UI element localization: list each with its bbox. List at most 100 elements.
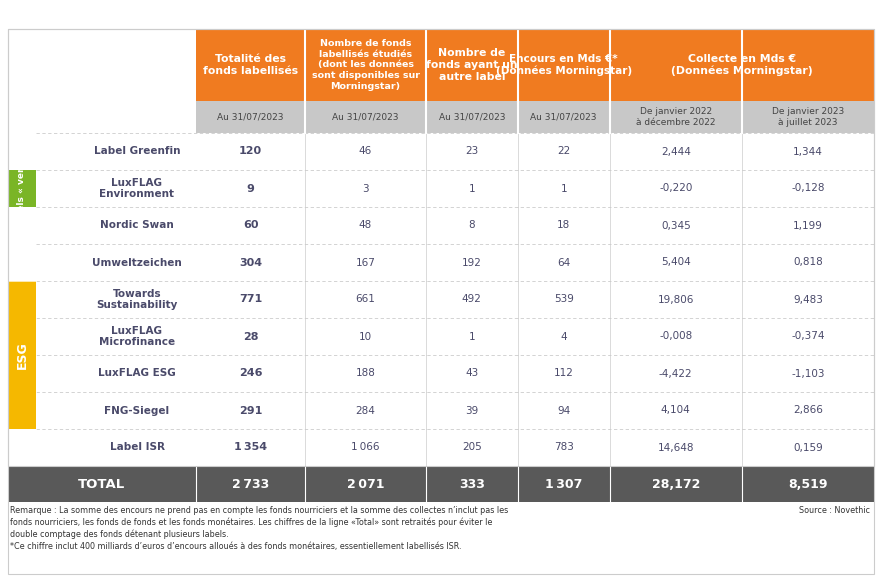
Bar (36, 133, 874, 170)
Text: 246: 246 (239, 369, 262, 379)
Text: 9: 9 (247, 183, 255, 194)
Text: Remarque : La somme des encours ne prend pas en compte les fonds nourriciers et : Remarque : La somme des encours ne prend… (10, 506, 508, 551)
Text: 783: 783 (554, 443, 573, 453)
Text: 304: 304 (239, 258, 262, 268)
Text: 284: 284 (355, 406, 376, 416)
Text: Label ISR: Label ISR (109, 443, 165, 453)
Text: 10: 10 (359, 332, 372, 342)
Text: Au 31/07/2023: Au 31/07/2023 (438, 113, 505, 121)
Text: 0,345: 0,345 (661, 220, 691, 231)
Text: -0,128: -0,128 (791, 183, 825, 194)
Text: 3: 3 (363, 183, 369, 194)
Text: 205: 205 (462, 443, 482, 453)
Text: 1 307: 1 307 (545, 477, 582, 491)
Text: 492: 492 (462, 295, 482, 305)
Text: Au 31/07/2023: Au 31/07/2023 (333, 113, 399, 121)
Text: 771: 771 (239, 295, 262, 305)
Text: -0,008: -0,008 (659, 332, 692, 342)
Text: Source : Novethic: Source : Novethic (799, 506, 870, 515)
Bar (36, 429, 874, 466)
Bar (36, 318, 874, 355)
Text: LuxFLAG
Environment: LuxFLAG Environment (100, 177, 175, 199)
Text: 1 066: 1 066 (351, 443, 380, 453)
Text: 112: 112 (554, 369, 573, 379)
Text: Label Greenfin: Label Greenfin (93, 146, 180, 157)
Text: -0,374: -0,374 (791, 332, 825, 342)
Text: 8: 8 (468, 220, 475, 231)
Text: 14,648: 14,648 (657, 443, 694, 453)
Text: 192: 192 (462, 258, 482, 268)
Text: Towards
Sustainability: Towards Sustainability (96, 288, 177, 310)
Text: 2,444: 2,444 (661, 146, 691, 157)
Text: 661: 661 (355, 295, 376, 305)
Text: 94: 94 (557, 406, 571, 416)
Text: 2,866: 2,866 (793, 406, 823, 416)
Text: 0,818: 0,818 (793, 258, 823, 268)
Text: 48: 48 (359, 220, 372, 231)
Text: 1,344: 1,344 (793, 146, 823, 157)
Text: 333: 333 (459, 477, 485, 491)
Text: 22: 22 (557, 146, 571, 157)
Bar (8, 281, 36, 429)
Text: Nombre de fonds
labellisés étudiés
(dont les données
sont disponibles sur
Mornin: Nombre de fonds labellisés étudiés (dont… (311, 39, 420, 91)
Text: 1 354: 1 354 (234, 443, 267, 453)
Text: 5,404: 5,404 (661, 258, 691, 268)
Text: 39: 39 (465, 406, 478, 416)
Text: 4: 4 (560, 332, 567, 342)
Text: -0,220: -0,220 (659, 183, 692, 194)
Bar (196, 29, 874, 101)
Bar (36, 392, 874, 429)
Bar (36, 281, 874, 318)
Text: 167: 167 (355, 258, 376, 268)
Bar (36, 355, 874, 392)
Text: 2 071: 2 071 (347, 477, 385, 491)
Text: Nordic Swan: Nordic Swan (101, 220, 174, 231)
Bar (8, 466, 874, 502)
Text: 18: 18 (557, 220, 571, 231)
Text: Totalité des
fonds labellisés: Totalité des fonds labellisés (203, 54, 298, 76)
Text: LuxFLAG
Microfinance: LuxFLAG Microfinance (99, 325, 175, 347)
Text: 19,806: 19,806 (658, 295, 694, 305)
Text: 23: 23 (465, 146, 478, 157)
Text: 1: 1 (468, 183, 475, 194)
Text: 1: 1 (560, 183, 567, 194)
Text: 28: 28 (243, 332, 258, 342)
Bar (8, 29, 874, 466)
Text: Nombre de
fonds ayant un
autre label: Nombre de fonds ayant un autre label (426, 48, 518, 82)
Text: De janvier 2022
à décembre 2022: De janvier 2022 à décembre 2022 (636, 107, 715, 127)
Text: -1,103: -1,103 (791, 369, 825, 379)
Text: 188: 188 (355, 369, 376, 379)
Text: TOTAL: TOTAL (78, 477, 125, 491)
Text: 0,159: 0,159 (793, 443, 823, 453)
Bar (8, 281, 36, 429)
Text: Labels « verts »: Labels « verts » (18, 149, 26, 229)
Text: 43: 43 (465, 369, 478, 379)
Bar (36, 207, 874, 244)
Text: 46: 46 (359, 146, 372, 157)
Text: 64: 64 (557, 258, 571, 268)
Text: 1: 1 (468, 332, 475, 342)
Text: Au 31/07/2023: Au 31/07/2023 (217, 113, 284, 121)
Text: 4,104: 4,104 (661, 406, 691, 416)
Text: Au 31/07/2023: Au 31/07/2023 (530, 113, 597, 121)
Bar (36, 244, 874, 281)
Text: 8,519: 8,519 (789, 477, 827, 491)
Text: Encours en Mds €*
(Données Morningstar): Encours en Mds €* (Données Morningstar) (496, 54, 632, 76)
Text: ESG: ESG (16, 341, 28, 369)
Text: 2 733: 2 733 (232, 477, 269, 491)
Text: -4,422: -4,422 (659, 369, 692, 379)
Text: 9,483: 9,483 (793, 295, 823, 305)
Text: 539: 539 (554, 295, 573, 305)
Text: FNG-Siegel: FNG-Siegel (104, 406, 169, 416)
Text: LuxFLAG ESG: LuxFLAG ESG (98, 369, 176, 379)
Text: 28,172: 28,172 (652, 477, 700, 491)
Bar (196, 101, 874, 133)
Text: De janvier 2023
à juillet 2023: De janvier 2023 à juillet 2023 (772, 107, 844, 127)
Text: Umweltzeichen: Umweltzeichen (92, 258, 182, 268)
Bar (36, 170, 874, 207)
Text: 120: 120 (239, 146, 262, 157)
Bar (8, 170, 36, 207)
Text: 291: 291 (239, 406, 262, 416)
Text: 60: 60 (243, 220, 258, 231)
Text: Collecte en Mds €
(Données Morningstar): Collecte en Mds € (Données Morningstar) (671, 54, 812, 76)
